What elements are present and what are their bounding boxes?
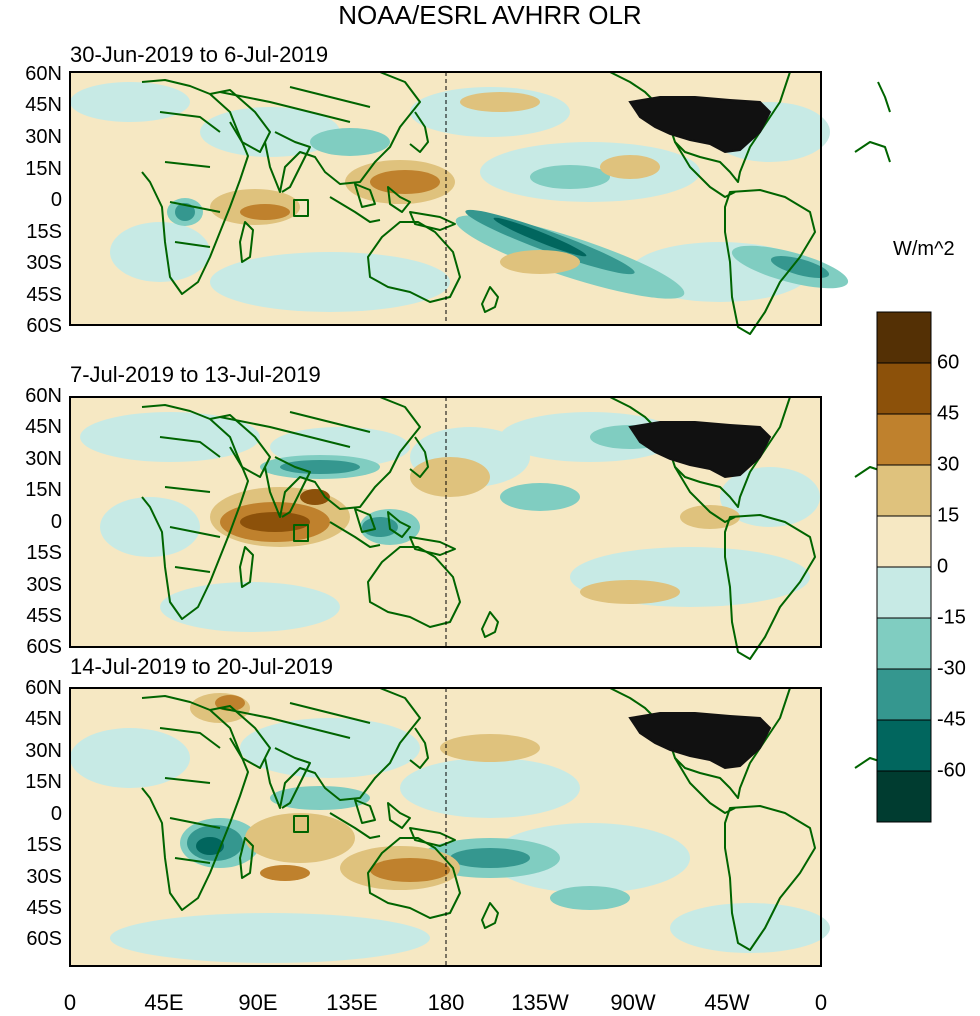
lon-label: 135W xyxy=(511,990,569,1015)
colorbar-unit: W/m^2 xyxy=(893,238,955,260)
panel-2-title: 7-Jul-2019 to 13-Jul-2019 xyxy=(70,362,321,387)
panel-1-map xyxy=(69,71,891,335)
panel-2-map xyxy=(69,396,891,660)
lon-label: 90W xyxy=(610,990,656,1015)
figure-title: NOAA/ESRL AVHRR OLR xyxy=(338,0,642,30)
panel-3-map xyxy=(69,687,891,967)
lat-label: 45N xyxy=(25,416,62,438)
lat-label: 45S xyxy=(26,605,62,627)
lat-label: 0 xyxy=(50,189,62,211)
lat-label: 60S xyxy=(26,315,62,337)
colorbar-label: -60 xyxy=(937,759,966,782)
colorbar-label: 60 xyxy=(937,351,960,374)
colorbar-swatch xyxy=(876,311,932,364)
lat-label: 60N xyxy=(25,63,62,85)
colorbar-label: 15 xyxy=(937,504,960,527)
lat-label: 30N xyxy=(25,126,62,148)
lat-label: 60N xyxy=(25,385,62,407)
lat-label: 0 xyxy=(50,803,62,825)
lat-label: 30N xyxy=(25,740,62,762)
lon-label: 45E xyxy=(144,990,184,1015)
lon-label: 0 xyxy=(814,990,828,1015)
colorbar-swatch xyxy=(876,413,932,466)
lon-label: 45W xyxy=(704,990,750,1015)
lat-label: 0 xyxy=(50,511,62,533)
lat-label: 15N xyxy=(25,479,62,501)
lat-label: 45S xyxy=(26,284,62,306)
lat-label: 30S xyxy=(26,252,62,274)
panel-3-title: 14-Jul-2019 to 20-Jul-2019 xyxy=(70,654,333,679)
lat-label: 15N xyxy=(25,158,62,180)
colorbar-label: 30 xyxy=(937,453,960,476)
colorbar-swatch xyxy=(876,770,932,823)
lat-label: 45N xyxy=(25,708,62,730)
colorbar-swatch xyxy=(876,362,932,415)
lat-label: 15S xyxy=(26,834,62,856)
colorbar-swatch xyxy=(876,719,932,772)
lat-label: 45S xyxy=(26,897,62,919)
colorbar-swatch xyxy=(876,668,932,721)
colorbar-swatch xyxy=(876,617,932,670)
lon-label: 90E xyxy=(238,990,278,1015)
lat-label: 15S xyxy=(26,221,62,243)
colorbar-label: 0 xyxy=(937,555,949,578)
lat-label: 15S xyxy=(26,542,62,564)
colorbar-swatch xyxy=(876,566,932,619)
panel-1-title: 30-Jun-2019 to 6-Jul-2019 xyxy=(70,42,329,67)
lon-label: 135E xyxy=(326,990,378,1015)
colorbar xyxy=(876,311,932,823)
colorbar-swatch xyxy=(876,515,932,568)
lat-label: 30S xyxy=(26,866,62,888)
colorbar-label: -15 xyxy=(937,606,966,629)
lat-label: 60S xyxy=(26,928,62,950)
lat-label: 15N xyxy=(25,771,62,793)
lat-label: 60N xyxy=(25,677,62,699)
lat-label: 60S xyxy=(26,636,62,658)
lat-label: 30N xyxy=(25,448,62,470)
lon-label: 180 xyxy=(427,990,465,1015)
colorbar-label: -30 xyxy=(937,657,966,680)
colorbar-label: -45 xyxy=(937,708,966,731)
colorbar-swatch xyxy=(876,464,932,517)
lat-label: 30S xyxy=(26,574,62,596)
colorbar-label: 45 xyxy=(937,402,960,425)
lon-label: 0 xyxy=(63,990,77,1015)
lat-label: 45N xyxy=(25,94,62,116)
